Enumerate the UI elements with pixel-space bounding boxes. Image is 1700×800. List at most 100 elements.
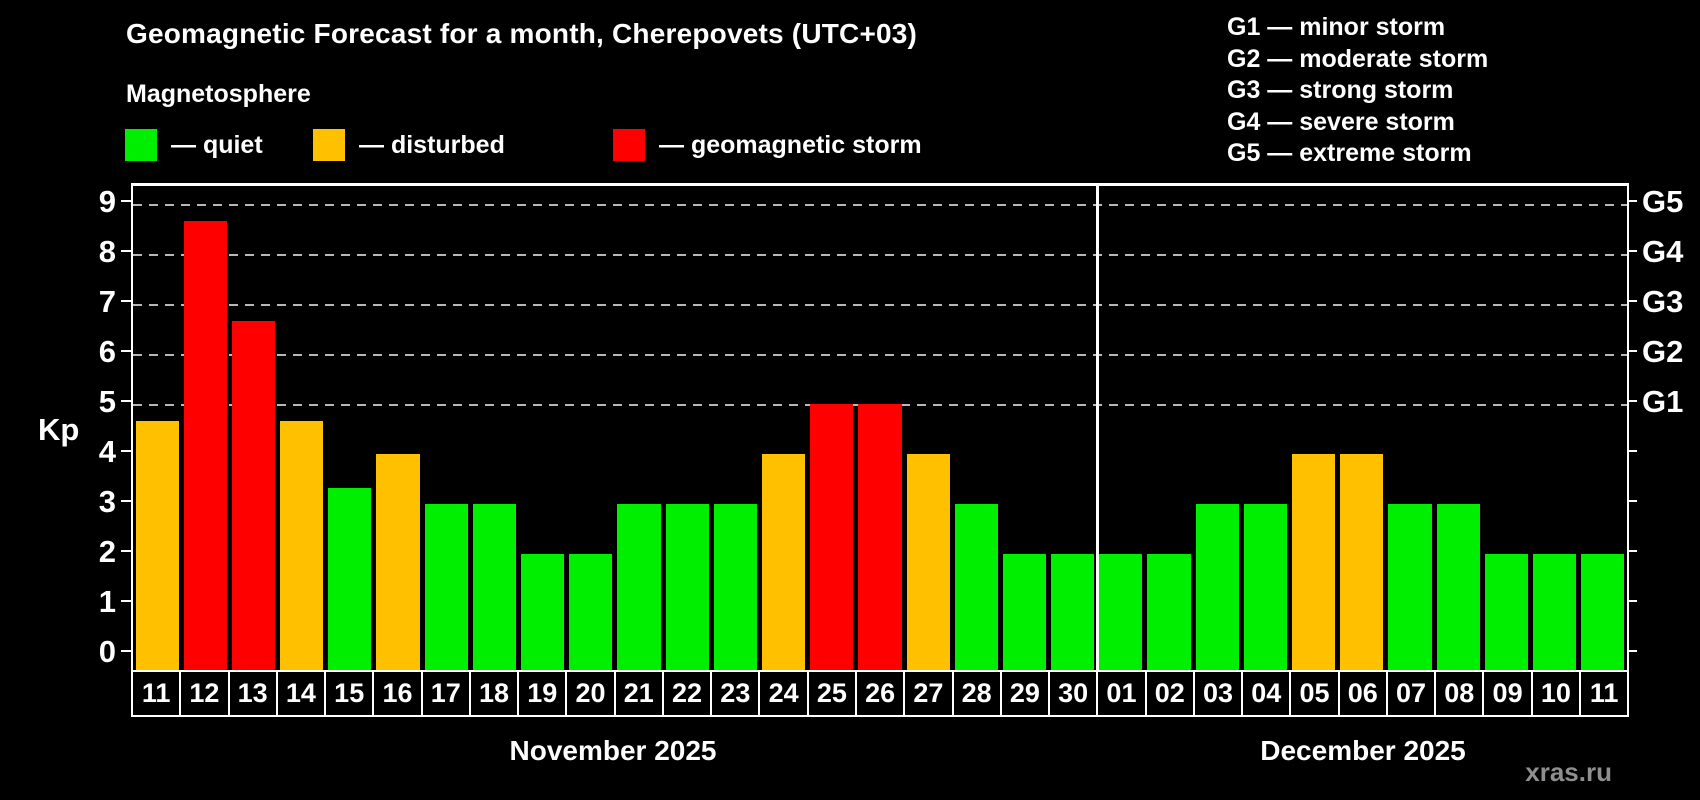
gridline-kp-8: [133, 254, 1627, 256]
day-label-09: 09: [1482, 670, 1533, 717]
kp-bar-day-25: [810, 404, 854, 671]
day-label-17: 17: [420, 670, 471, 717]
bar-slot: [567, 186, 615, 671]
kp-bar-day-07: [1388, 504, 1432, 671]
axis-tick: [1627, 350, 1637, 352]
kp-bar-day-16: [376, 454, 420, 671]
bar-slot: [1097, 186, 1145, 671]
kp-bar-day-09: [1484, 554, 1528, 671]
day-label-07: 07: [1385, 670, 1437, 717]
axis-tick: [121, 600, 131, 602]
bar-slot: [952, 186, 1000, 671]
axis-tick: [121, 400, 131, 402]
bar-slot: [1241, 186, 1289, 671]
bar-slot: [519, 186, 567, 671]
kp-bar-day-20: [569, 554, 613, 671]
day-label-24: 24: [758, 670, 809, 717]
storm-swatch-icon: [613, 129, 645, 161]
y-tick-label-7: 7: [98, 284, 116, 319]
kp-bar-day-06: [1340, 454, 1384, 671]
bar-slot: [1000, 186, 1048, 671]
day-label-14: 14: [275, 670, 327, 717]
day-label-05: 05: [1289, 670, 1340, 717]
g-legend-line: G4 — severe storm: [1227, 107, 1455, 136]
kp-bar-day-10: [1532, 554, 1577, 671]
legend-label: — quiet: [171, 130, 263, 159]
axis-tick: [1627, 550, 1637, 552]
kp-bar-day-11: [135, 420, 179, 671]
day-label-03: 03: [1192, 670, 1244, 717]
quiet-swatch-icon: [125, 129, 157, 161]
day-label-11: 11: [1578, 670, 1630, 717]
kp-bar-day-01: [1099, 554, 1143, 671]
kp-bar-day-23: [713, 504, 757, 671]
axis-tick: [121, 300, 131, 302]
day-label-02: 02: [1144, 670, 1195, 717]
legend-label: — disturbed: [359, 130, 505, 159]
axis-tick: [1627, 300, 1637, 302]
bar-slot: [1338, 186, 1386, 671]
bar-slot: [133, 186, 181, 671]
axis-tick: [121, 550, 131, 552]
g-legend-line: G5 — extreme storm: [1227, 139, 1472, 168]
day-axis: 11 12 13 14 15 16 17 18 19 20 21 22 23 24 25 26 27 28 29 30…: [131, 670, 1630, 717]
kp-bar-day-11: [1581, 554, 1625, 671]
day-label-01: 01: [1096, 670, 1147, 717]
kp-bar-day-13: [231, 320, 276, 671]
kp-bar-day-15: [328, 487, 372, 671]
axis-tick: [121, 650, 131, 652]
day-label-06: 06: [1337, 670, 1388, 717]
g-legend-line: G1 — minor storm: [1227, 13, 1446, 41]
chart-title: Geomagnetic Forecast for a month, Cherep…: [126, 18, 918, 49]
kp-bar-day-19: [521, 554, 565, 671]
y-tick-label-5: 5: [98, 384, 116, 419]
kp-bar-day-24: [761, 454, 806, 671]
bar-slot: [326, 186, 374, 671]
plot-area: [131, 183, 1629, 671]
day-label-23: 23: [710, 670, 761, 717]
bar-slot: [904, 186, 952, 671]
month-label-december: December 2025: [1260, 735, 1466, 766]
bar-slot: [1193, 186, 1241, 671]
day-label-20: 20: [565, 670, 616, 717]
y-tick-label-2: 2: [98, 534, 116, 569]
day-label-30: 30: [1048, 670, 1099, 717]
kp-bar-day-05: [1292, 454, 1336, 671]
g-legend-line: G3 — strong storm: [1227, 76, 1454, 105]
day-label-19: 19: [517, 670, 568, 717]
g-legend-line: G2 — moderate storm: [1227, 44, 1489, 73]
legend-item-storm: — geomagnetic storm: [613, 128, 922, 162]
day-label-16: 16: [372, 670, 423, 717]
day-label-18: 18: [468, 670, 520, 717]
bar-slot: [422, 186, 470, 671]
kp-bar-day-26: [858, 404, 902, 671]
bar-slot: [808, 186, 856, 671]
watermark: xras.ru: [1525, 757, 1612, 787]
day-label-27: 27: [903, 670, 954, 717]
day-label-22: 22: [661, 670, 713, 717]
bar-slot: [1579, 186, 1627, 671]
kp-bar-day-30: [1051, 554, 1095, 671]
axis-tick: [1627, 600, 1637, 602]
bar-slot: [470, 186, 518, 671]
g-scale-label-G3: G3: [1642, 284, 1684, 319]
g-scale-label-G4: G4: [1642, 234, 1684, 269]
legend-item-disturbed: — disturbed: [313, 128, 505, 162]
axis-tick: [121, 350, 131, 352]
kp-bar-day-12: [183, 220, 227, 671]
axis-tick: [121, 450, 131, 452]
legend-item-quiet: — quiet: [125, 128, 263, 162]
bar-slot: [663, 186, 711, 671]
kp-bar-day-18: [472, 504, 516, 671]
kp-bar-day-03: [1195, 504, 1239, 671]
bar-slot: [1145, 186, 1193, 671]
day-label-04: 04: [1241, 670, 1292, 717]
day-label-11: 11: [131, 670, 182, 717]
day-label-08: 08: [1434, 670, 1485, 717]
gridline-kp-7: [133, 304, 1627, 306]
bar-slot: [374, 186, 422, 671]
bars-container: [133, 186, 1627, 671]
bar-slot: [1049, 186, 1097, 671]
gridline-kp-9: [133, 204, 1627, 206]
g-scale-label-G2: G2: [1642, 334, 1684, 369]
